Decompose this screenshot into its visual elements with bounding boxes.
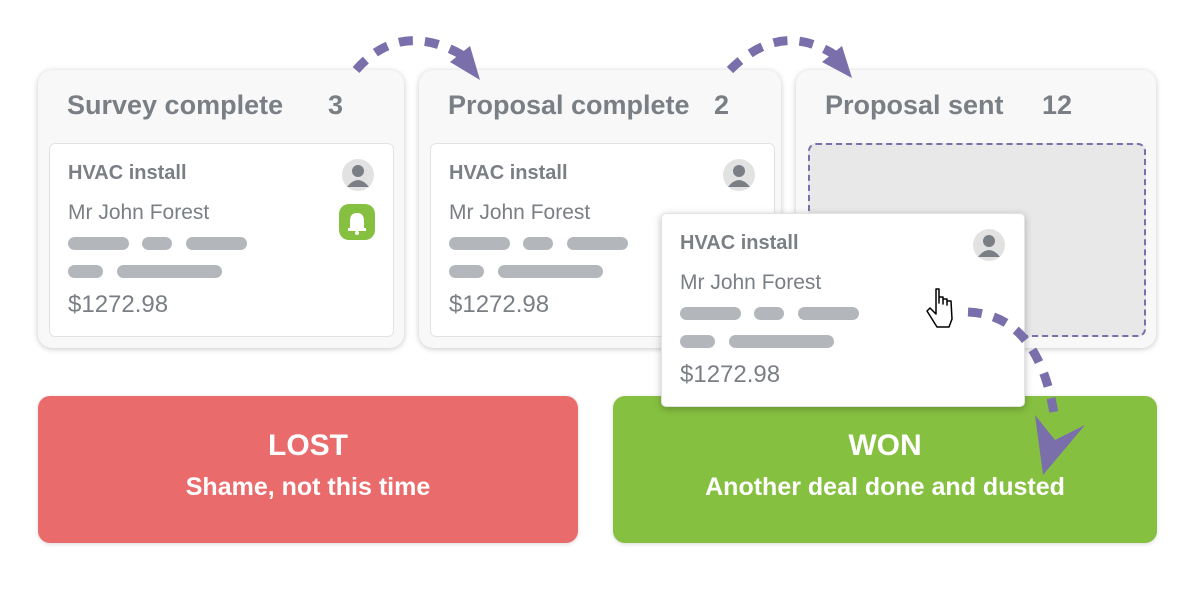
placeholder-bar bbox=[186, 237, 247, 250]
won-drop-target[interactable]: WON Another deal done and dusted bbox=[613, 396, 1157, 543]
placeholder-bar bbox=[798, 307, 859, 320]
placeholder-bar bbox=[117, 265, 222, 278]
deal-title: HVAC install bbox=[680, 232, 799, 254]
lost-drop-target[interactable]: LOST Shame, not this time bbox=[38, 396, 578, 543]
placeholder-bar bbox=[68, 265, 103, 278]
customer-name: Mr John Forest bbox=[68, 201, 210, 224]
deal-amount: $1272.98 bbox=[449, 291, 550, 318]
customer-name: Mr John Forest bbox=[449, 201, 591, 224]
deal-amount: $1272.98 bbox=[680, 361, 781, 388]
placeholder-bar bbox=[449, 237, 510, 250]
user-avatar-icon bbox=[973, 229, 1005, 261]
placeholder-bar bbox=[523, 237, 553, 250]
customer-name: Mr John Forest bbox=[680, 271, 822, 294]
placeholder-bar bbox=[754, 307, 784, 320]
column-title: Proposal sent bbox=[825, 90, 1004, 120]
won-subtitle: Another deal done and dusted bbox=[705, 473, 1065, 501]
deal-title: HVAC install bbox=[449, 162, 568, 184]
dragged-deal-card[interactable]: HVAC install Mr John Forest $1272.98 bbox=[661, 213, 1025, 407]
placeholder-bar bbox=[142, 237, 172, 250]
placeholder-bar bbox=[498, 265, 603, 278]
user-avatar-icon bbox=[723, 159, 755, 191]
deal-card[interactable]: HVAC install Mr John Forest $1272.98 bbox=[49, 143, 394, 337]
column-title: Survey complete bbox=[67, 90, 284, 120]
placeholder-bar bbox=[729, 335, 834, 348]
lost-title: LOST bbox=[268, 429, 348, 462]
column-count: 3 bbox=[328, 90, 344, 120]
column-count: 12 bbox=[1042, 90, 1073, 120]
placeholder-bar bbox=[449, 265, 484, 278]
column-count: 2 bbox=[714, 90, 730, 120]
column-survey-complete: Survey complete 3 HVAC install Mr John F… bbox=[38, 70, 404, 348]
placeholder-bar bbox=[68, 237, 129, 250]
column-title: Proposal complete bbox=[448, 90, 690, 120]
user-avatar-icon bbox=[342, 159, 374, 191]
lost-subtitle: Shame, not this time bbox=[185, 473, 431, 501]
deal-amount: $1272.98 bbox=[68, 291, 169, 318]
placeholder-bar bbox=[680, 307, 741, 320]
bell-icon[interactable] bbox=[339, 204, 375, 240]
placeholder-bar bbox=[567, 237, 628, 250]
hand-pointer-cursor-icon bbox=[926, 288, 953, 328]
placeholder-bar bbox=[680, 335, 715, 348]
won-title: WON bbox=[848, 429, 922, 462]
deal-title: HVAC install bbox=[68, 162, 187, 184]
